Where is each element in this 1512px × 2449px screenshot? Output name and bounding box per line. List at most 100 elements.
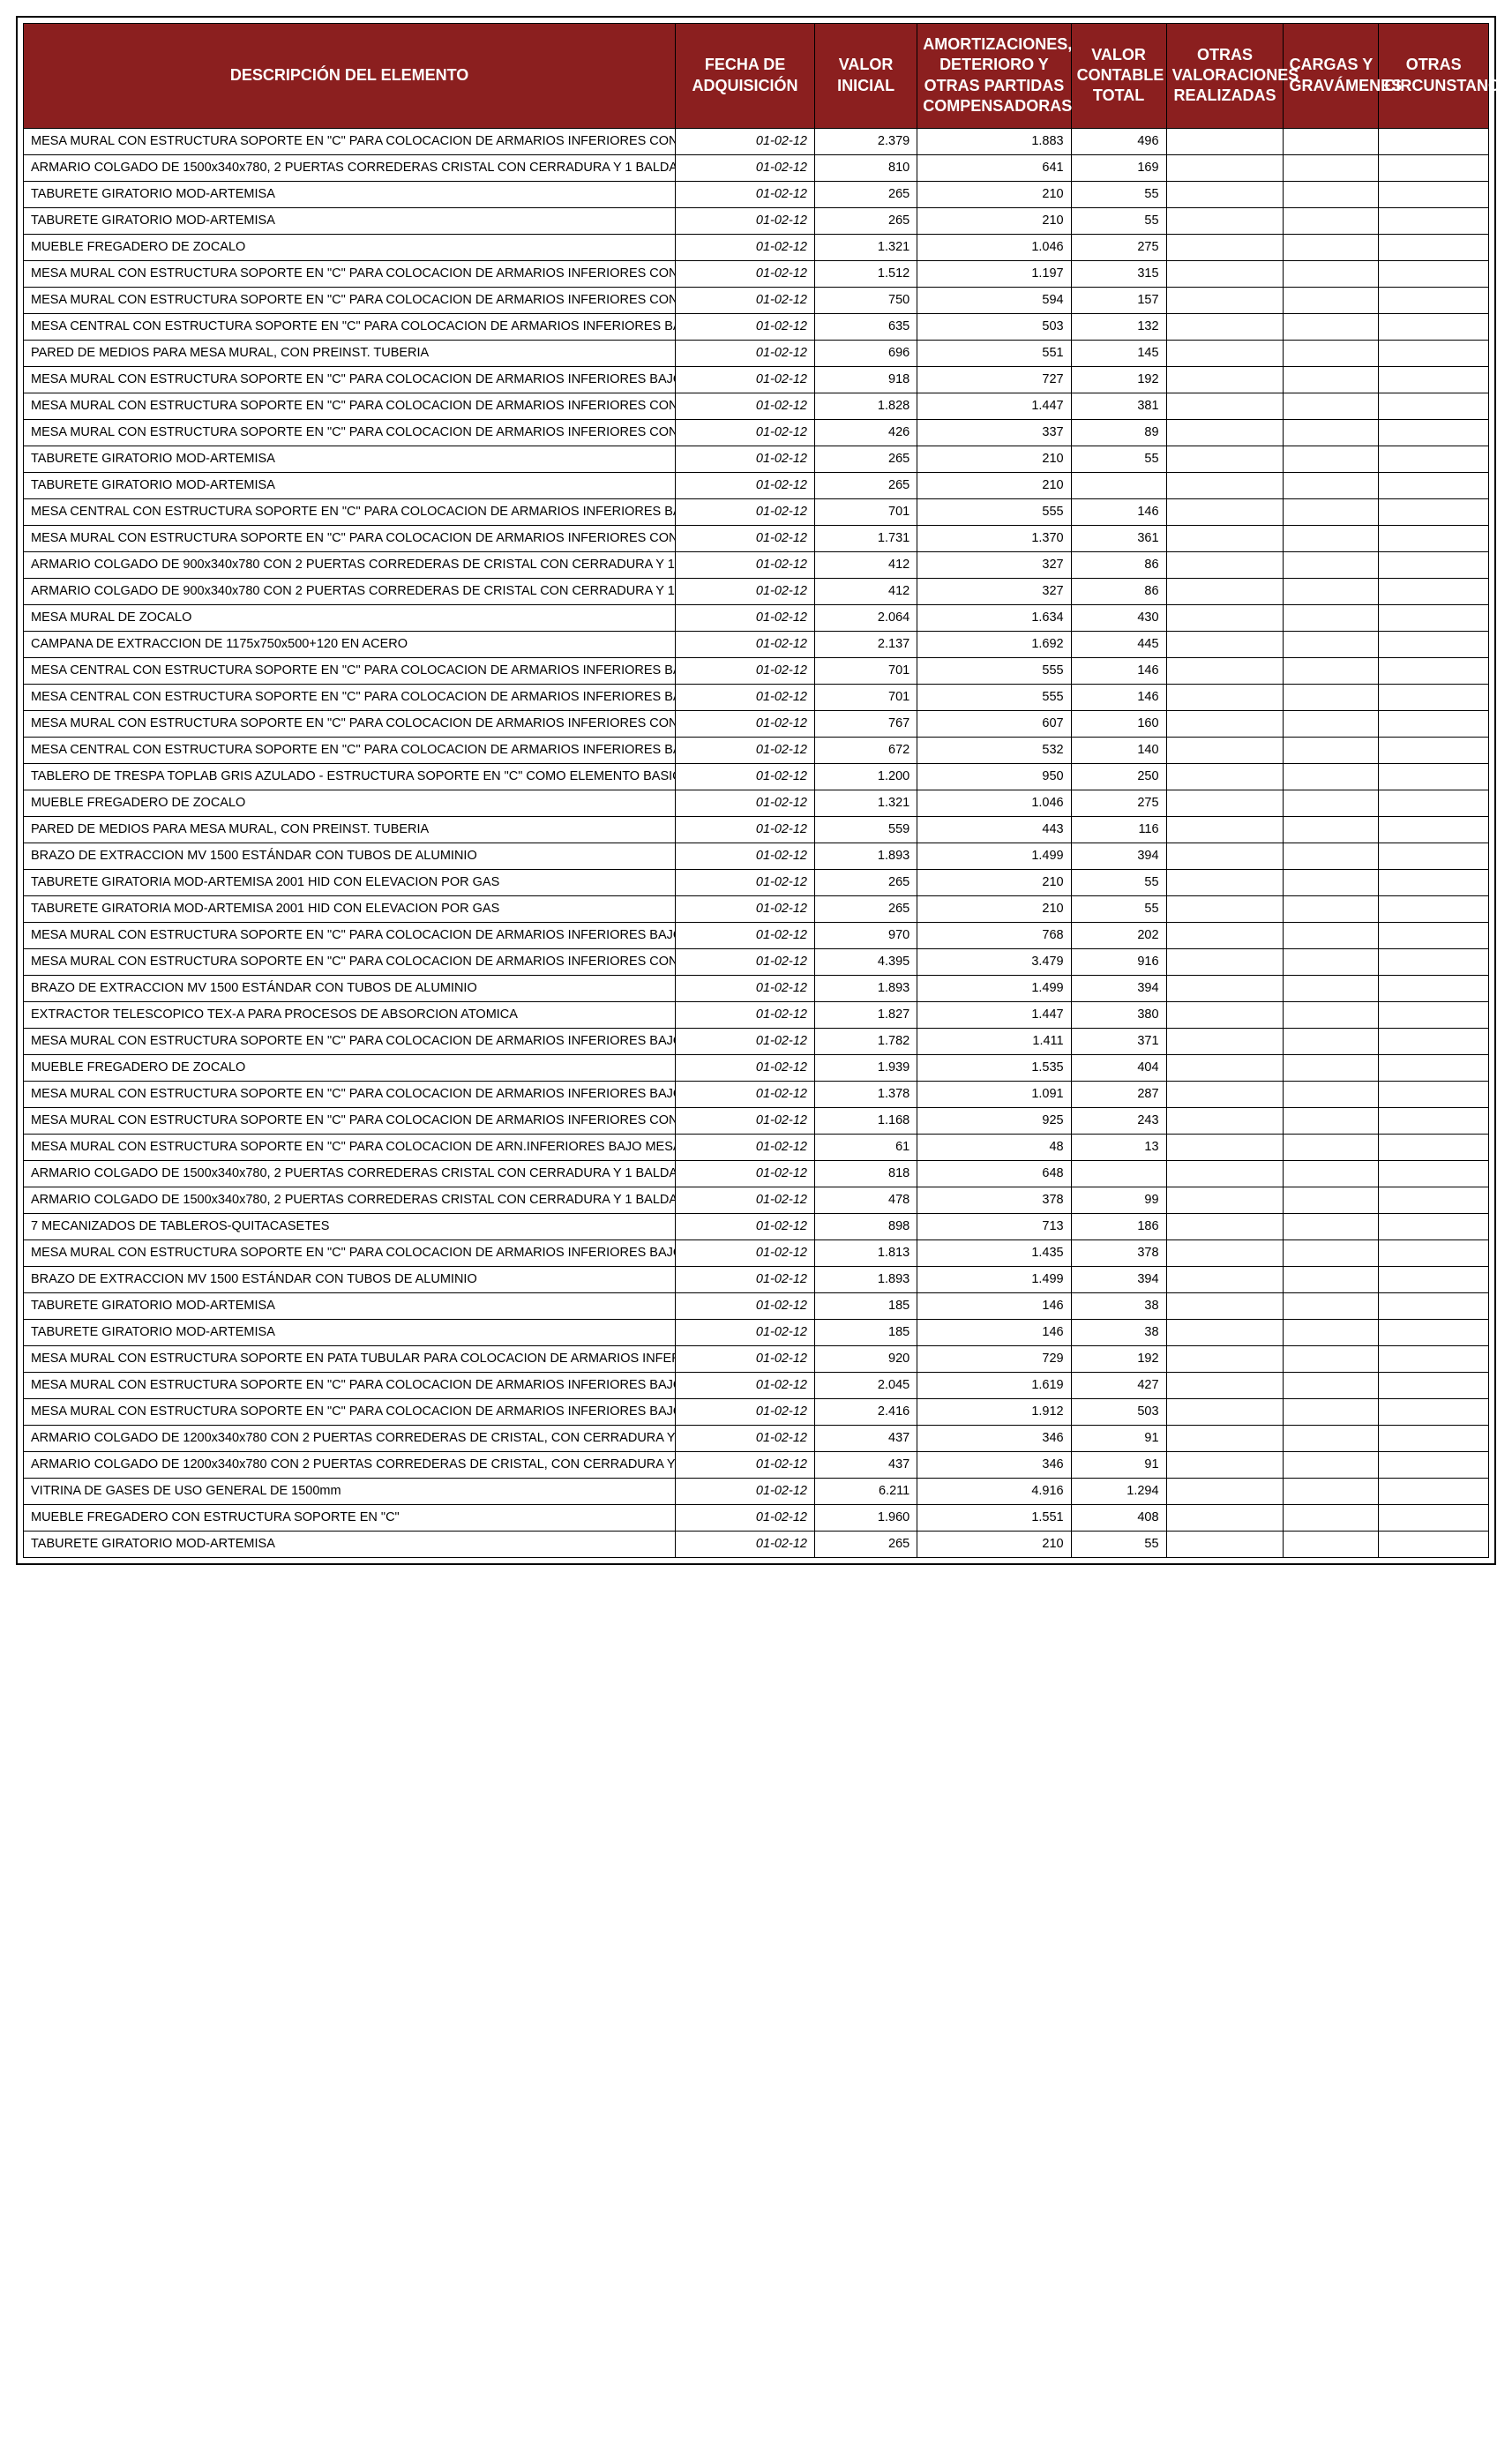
- cell-circ: [1379, 1504, 1489, 1531]
- cell-circ: [1379, 975, 1489, 1001]
- cell-vtot: 116: [1071, 816, 1166, 843]
- cell-circ: [1379, 816, 1489, 843]
- cell-vini: 701: [814, 657, 917, 684]
- cell-vtot: 146: [1071, 684, 1166, 710]
- table-row: MESA MURAL CON ESTRUCTURA SOPORTE EN "C"…: [24, 287, 1489, 313]
- cell-vini: 559: [814, 816, 917, 843]
- cell-desc: BRAZO DE EXTRACCION MV 1500 ESTÁNDAR CON…: [24, 975, 676, 1001]
- cell-vtot: 394: [1071, 843, 1166, 869]
- cell-vtot: 86: [1071, 578, 1166, 604]
- table-row: MESA MURAL CON ESTRUCTURA SOPORTE EN "C"…: [24, 260, 1489, 287]
- cell-circ: [1379, 657, 1489, 684]
- cell-carg: [1284, 1054, 1379, 1081]
- table-row: ARMARIO COLGADO DE 1200x340x780 CON 2 PU…: [24, 1451, 1489, 1478]
- cell-circ: [1379, 525, 1489, 551]
- cell-circ: [1379, 895, 1489, 922]
- cell-circ: [1379, 366, 1489, 393]
- cell-vtot: 145: [1071, 340, 1166, 366]
- cell-carg: [1284, 366, 1379, 393]
- table-row: TABURETE GIRATORIO MOD-ARTEMISA01-02-122…: [24, 181, 1489, 207]
- cell-desc: TABURETE GIRATORIO MOD-ARTEMISA: [24, 1292, 676, 1319]
- cell-desc: ARMARIO COLGADO DE 1200x340x780 CON 2 PU…: [24, 1451, 676, 1478]
- cell-carg: [1284, 1266, 1379, 1292]
- cell-date: 01-02-12: [676, 763, 815, 790]
- cell-vini: 635: [814, 313, 917, 340]
- cell-desc: MESA MURAL CON ESTRUCTURA SOPORTE EN "C"…: [24, 1398, 676, 1425]
- cell-vini: 4.395: [814, 948, 917, 975]
- cell-carg: [1284, 737, 1379, 763]
- cell-ovr: [1166, 1239, 1284, 1266]
- cell-circ: [1379, 393, 1489, 419]
- table-row: MESA MURAL CON ESTRUCTURA SOPORTE EN "C"…: [24, 128, 1489, 154]
- cell-date: 01-02-12: [676, 1478, 815, 1504]
- cell-amort: 648: [917, 1160, 1071, 1187]
- cell-vtot: 38: [1071, 1319, 1166, 1345]
- cell-carg: [1284, 1319, 1379, 1345]
- cell-desc: BRAZO DE EXTRACCION MV 1500 ESTÁNDAR CON…: [24, 843, 676, 869]
- cell-vini: 412: [814, 578, 917, 604]
- cell-vtot: 91: [1071, 1451, 1166, 1478]
- cell-date: 01-02-12: [676, 446, 815, 472]
- cell-amort: 532: [917, 737, 1071, 763]
- cell-desc: CAMPANA DE EXTRACCION DE 1175x750x500+12…: [24, 631, 676, 657]
- cell-vini: 701: [814, 498, 917, 525]
- cell-carg: [1284, 604, 1379, 631]
- cell-carg: [1284, 472, 1379, 498]
- cell-carg: [1284, 710, 1379, 737]
- table-row: MESA CENTRAL CON ESTRUCTURA SOPORTE EN "…: [24, 313, 1489, 340]
- cell-amort: 3.479: [917, 948, 1071, 975]
- cell-vini: 1.321: [814, 234, 917, 260]
- cell-amort: 555: [917, 684, 1071, 710]
- cell-desc: MUEBLE FREGADERO DE ZOCALO: [24, 790, 676, 816]
- cell-carg: [1284, 895, 1379, 922]
- table-row: MESA MURAL CON ESTRUCTURA SOPORTE EN "C"…: [24, 948, 1489, 975]
- cell-date: 01-02-12: [676, 604, 815, 631]
- cell-amort: 607: [917, 710, 1071, 737]
- cell-amort: 1.499: [917, 975, 1071, 1001]
- cell-desc: ARMARIO COLGADO DE 1500x340x780, 2 PUERT…: [24, 1160, 676, 1187]
- cell-carg: [1284, 1345, 1379, 1372]
- cell-date: 01-02-12: [676, 1531, 815, 1557]
- cell-carg: [1284, 975, 1379, 1001]
- cell-vtot: 192: [1071, 1345, 1166, 1372]
- cell-circ: [1379, 578, 1489, 604]
- cell-circ: [1379, 1187, 1489, 1213]
- cell-desc: ARMARIO COLGADO DE 1200x340x780 CON 2 PU…: [24, 1425, 676, 1451]
- col-header-date: FECHA DE ADQUISICIÓN: [676, 24, 815, 129]
- cell-carg: [1284, 631, 1379, 657]
- col-header-carg: CARGAS Y GRAVÁMENES: [1284, 24, 1379, 129]
- cell-ovr: [1166, 1531, 1284, 1557]
- cell-amort: 1.046: [917, 234, 1071, 260]
- cell-carg: [1284, 1292, 1379, 1319]
- cell-date: 01-02-12: [676, 234, 815, 260]
- cell-carg: [1284, 446, 1379, 472]
- cell-desc: TABURETE GIRATORIO MOD-ARTEMISA: [24, 446, 676, 472]
- cell-ovr: [1166, 1451, 1284, 1478]
- cell-amort: 1.499: [917, 843, 1071, 869]
- cell-amort: 327: [917, 578, 1071, 604]
- cell-vini: 1.893: [814, 1266, 917, 1292]
- cell-desc: MESA CENTRAL CON ESTRUCTURA SOPORTE EN "…: [24, 498, 676, 525]
- cell-carg: [1284, 1531, 1379, 1557]
- cell-carg: [1284, 1478, 1379, 1504]
- cell-carg: [1284, 1425, 1379, 1451]
- cell-circ: [1379, 1319, 1489, 1345]
- cell-ovr: [1166, 498, 1284, 525]
- cell-amort: 1.883: [917, 128, 1071, 154]
- cell-date: 01-02-12: [676, 710, 815, 737]
- cell-ovr: [1166, 922, 1284, 948]
- cell-carg: [1284, 657, 1379, 684]
- cell-vini: 478: [814, 1187, 917, 1213]
- cell-ovr: [1166, 1107, 1284, 1134]
- cell-amort: 713: [917, 1213, 1071, 1239]
- cell-amort: 551: [917, 340, 1071, 366]
- table-body: MESA MURAL CON ESTRUCTURA SOPORTE EN "C"…: [24, 128, 1489, 1557]
- cell-ovr: [1166, 869, 1284, 895]
- cell-ovr: [1166, 1372, 1284, 1398]
- cell-circ: [1379, 1107, 1489, 1134]
- cell-desc: MESA MURAL CON ESTRUCTURA SOPORTE EN "C"…: [24, 419, 676, 446]
- cell-carg: [1284, 393, 1379, 419]
- cell-vtot: 89: [1071, 419, 1166, 446]
- cell-date: 01-02-12: [676, 948, 815, 975]
- cell-circ: [1379, 260, 1489, 287]
